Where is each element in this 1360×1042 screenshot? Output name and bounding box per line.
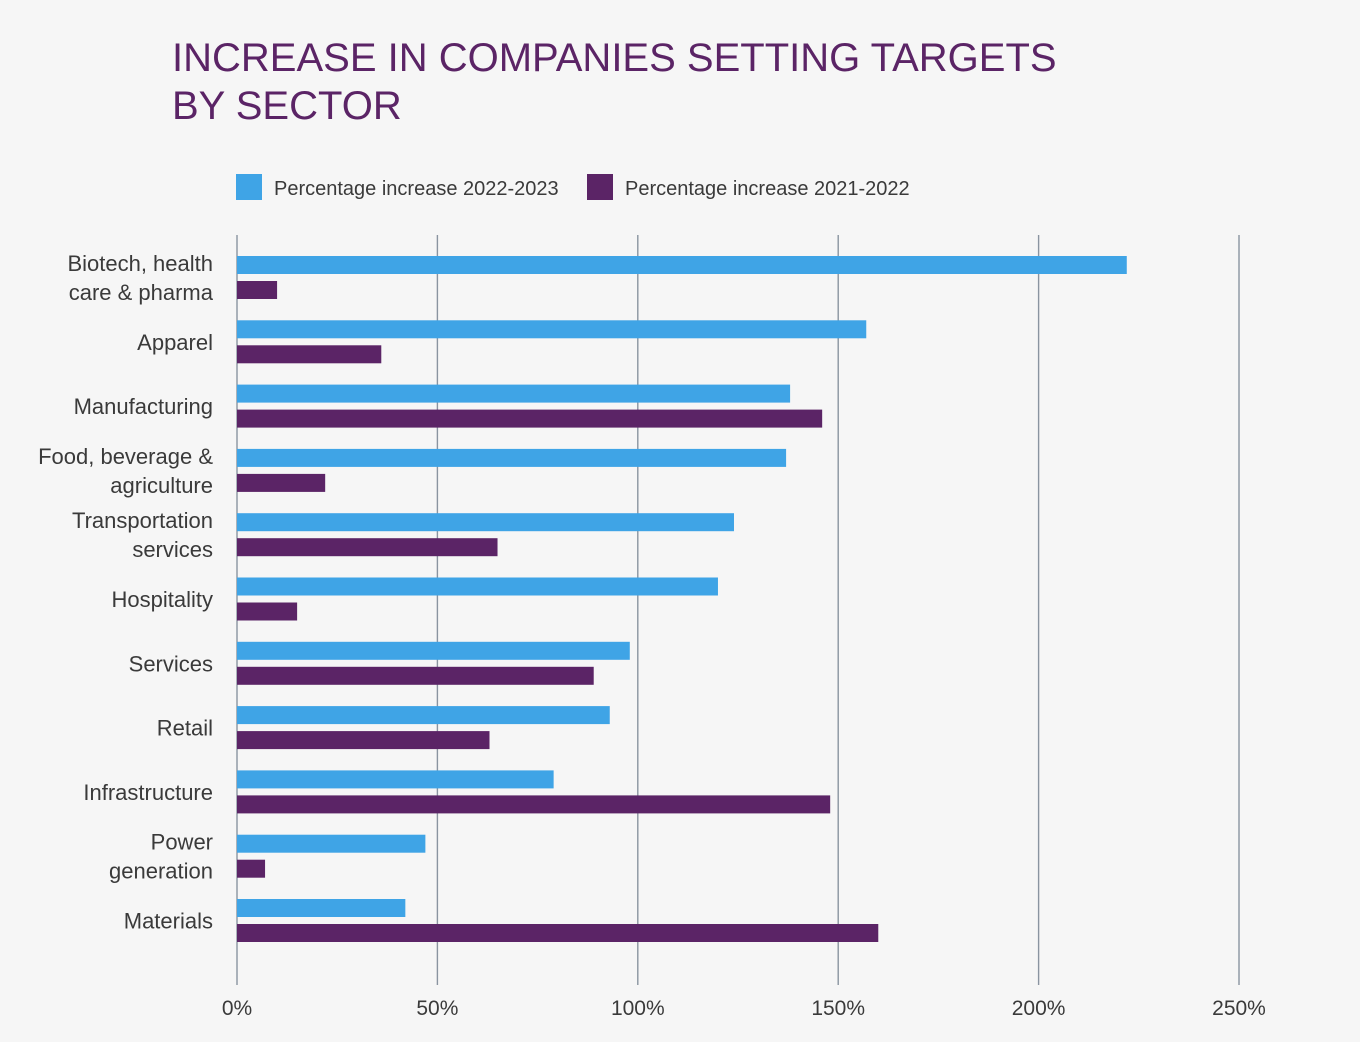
category-label: agriculture <box>110 473 213 498</box>
legend-label: Percentage increase 2021-2022 <box>625 178 910 200</box>
x-tick-label: 0% <box>222 997 252 1020</box>
y-axis-labels: Biotech, health care & pharma Apparel Manuf… <box>38 251 214 934</box>
bar-2022-2023 <box>237 706 610 725</box>
bar-2021-2022 <box>237 409 823 428</box>
x-tick-label: 150% <box>811 997 865 1020</box>
legend-label: Percentage increase 2022-2023 <box>274 178 559 200</box>
x-tick-label: 50% <box>416 997 458 1020</box>
bar-2022-2023 <box>237 256 1127 274</box>
x-tick-label: 100% <box>611 997 665 1020</box>
x-tick-label: 200% <box>1012 997 1066 1020</box>
legend-swatch <box>236 174 262 200</box>
bar-2021-2022 <box>237 795 831 814</box>
legend-swatch <box>587 174 613 200</box>
category-label: Transportation <box>72 508 213 533</box>
bar-2022-2023 <box>237 899 406 917</box>
bar-2022-2023 <box>237 448 787 467</box>
bar-2021-2022 <box>237 602 298 621</box>
bar-2021-2022 <box>237 538 498 557</box>
bar-2021-2022 <box>237 281 278 299</box>
category-label: Retail <box>157 716 213 741</box>
category-label: Power <box>151 830 213 855</box>
category-label: Apparel <box>137 330 213 355</box>
bar-2021-2022 <box>237 924 879 942</box>
bar-2022-2023 <box>237 384 791 403</box>
bar-2021-2022 <box>237 731 490 750</box>
category-label: Infrastructure <box>83 780 213 805</box>
bar-2022-2023 <box>237 770 554 789</box>
chart-bars <box>237 256 1127 942</box>
bar-2022-2023 <box>237 834 426 853</box>
chart-title: INCREASE IN COMPANIES SETTING TARGETSBY … <box>172 36 1057 128</box>
category-label: Materials <box>124 909 213 934</box>
bar-2021-2022 <box>237 859 266 878</box>
category-label: Manufacturing <box>74 394 213 419</box>
bar-2022-2023 <box>237 513 734 532</box>
bar-2022-2023 <box>237 320 867 339</box>
chart-title-line: INCREASE IN COMPANIES SETTING TARGETS <box>172 36 1057 80</box>
bar-2021-2022 <box>237 666 594 685</box>
category-label: Biotech, health <box>67 251 213 276</box>
category-label: generation <box>109 859 213 884</box>
chart-gridlines <box>236 235 1240 985</box>
bar-2022-2023 <box>237 577 718 596</box>
bar-2022-2023 <box>237 641 630 660</box>
category-label: services <box>132 537 213 562</box>
chart-title-line: BY SECTOR <box>172 84 402 128</box>
bar-2021-2022 <box>237 345 382 364</box>
category-label: Hospitality <box>112 587 213 612</box>
category-label: care & pharma <box>69 280 214 305</box>
x-tick-label: 250% <box>1212 997 1266 1020</box>
category-label: Food, beverage & <box>38 444 213 469</box>
chart-legend: Percentage increase 2022-2023 Percentage … <box>236 174 910 200</box>
bar-2021-2022 <box>237 473 326 492</box>
x-axis-tick-labels: 0% 50% 100% 150% 200% 250% <box>222 997 1266 1020</box>
category-label: Services <box>129 651 213 676</box>
